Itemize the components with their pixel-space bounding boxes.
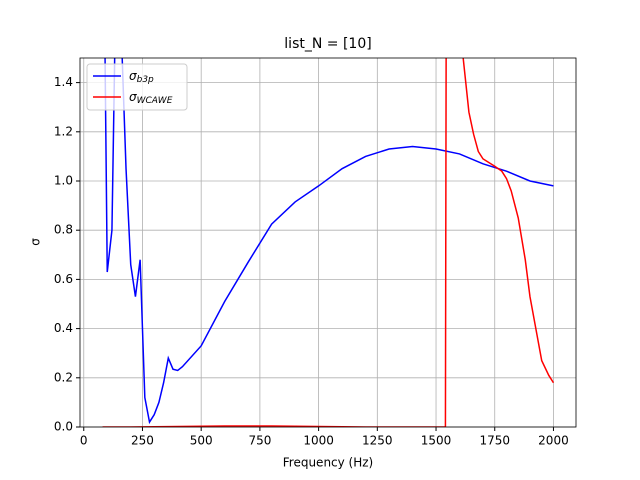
y-tick-label: 0.6 xyxy=(54,272,73,286)
y-tick-label: 0.0 xyxy=(54,420,73,434)
x-tick-label: 500 xyxy=(190,434,213,448)
legend-label: σWCAWE xyxy=(129,90,173,106)
x-tick-label: 1250 xyxy=(362,434,393,448)
plot-lines xyxy=(102,58,555,427)
y-tick-label: 0.4 xyxy=(54,321,73,335)
y-tick-label: 0.2 xyxy=(54,370,73,384)
chart-title: list_N = [10] xyxy=(284,36,371,52)
y-tick-label: 0.8 xyxy=(54,223,73,237)
x-tick-label: 750 xyxy=(248,434,271,448)
axes-frame xyxy=(79,57,577,428)
y-axis-label: σ xyxy=(29,238,43,246)
x-axis-label: Frequency (Hz) xyxy=(283,456,374,470)
x-tick-label: 2000 xyxy=(538,434,569,448)
legend-label: σb3p xyxy=(129,69,154,85)
series-line xyxy=(102,58,555,427)
plot-area xyxy=(80,58,576,427)
x-tick-label: 1000 xyxy=(303,434,334,448)
x-tick-label: 0 xyxy=(80,434,88,448)
y-tick-label: 1.4 xyxy=(54,75,73,89)
x-tick-label: 1750 xyxy=(479,434,510,448)
series-line xyxy=(104,58,554,425)
x-tick-label: 1500 xyxy=(421,434,452,448)
y-tick-label: 1.2 xyxy=(54,124,73,138)
y-tick-label: 1.0 xyxy=(54,174,73,188)
x-tick-label: 250 xyxy=(131,434,154,448)
